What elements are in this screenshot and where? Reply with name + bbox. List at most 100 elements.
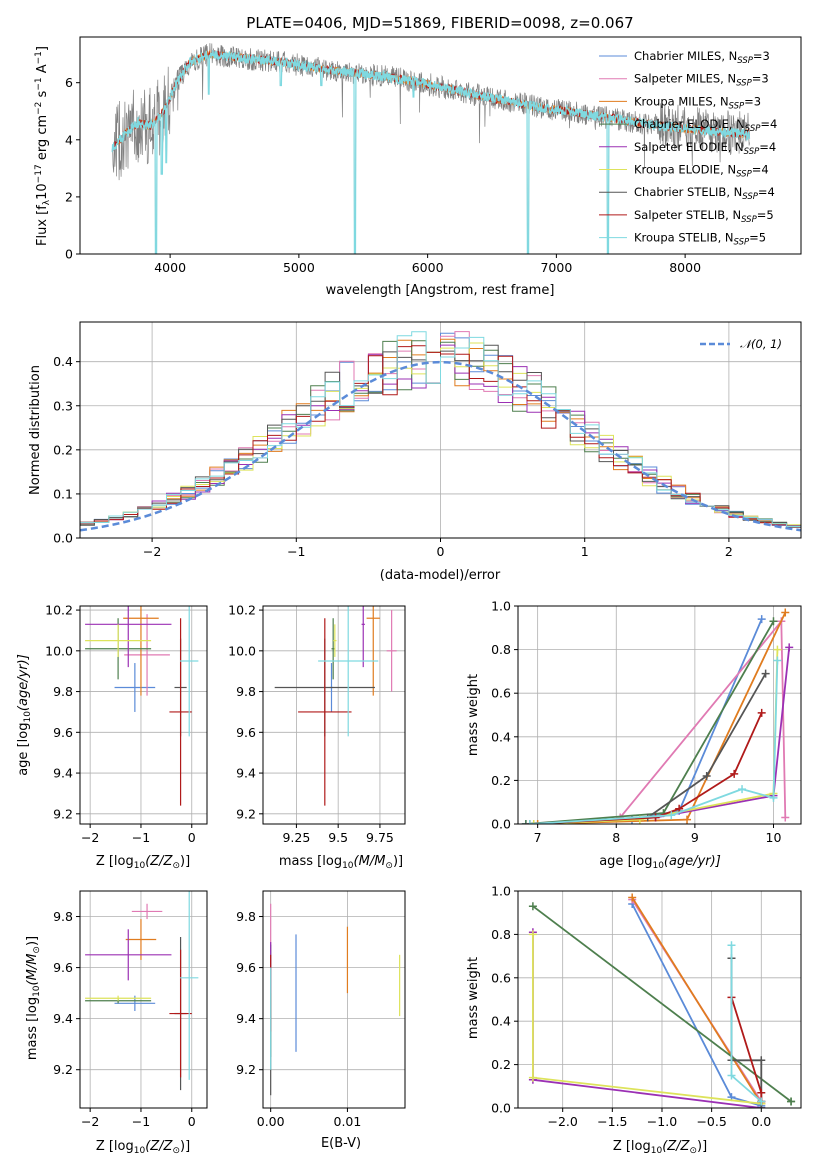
spectrum-frame [79,36,802,255]
points [85,606,199,806]
weight-point-marker [757,615,766,624]
legend-label-sub: SSP [741,215,757,225]
xlabel-sub: 10 [342,861,354,871]
spectrum-panel: PLATE=0406, MJD=51869, FIBERID=0098, z=0… [34,14,802,298]
y-tick-label: 0.2 [491,773,511,788]
x-tick-label: 9 [691,830,699,845]
y-tick-label: 9.8 [236,909,256,924]
residual-panel: −2 −1 0 1 2 0.0 0.1 0.2 0.3 0.4 (data-model)/erro… [28,321,802,583]
xlabel-sub: ⊙ [689,1146,697,1156]
age-vs-mass-panel: 9.25 9.5 9.75 9.2 9.4 9.6 9.8 10.0 10.2 [228,603,406,845]
mass-vs-Z-ylabel: mass [log10(M/M⊙)] [25,936,42,1060]
error-bar-point [85,606,172,668]
model-spectrum-line [111,50,751,254]
legend-label: Kroupa STELIB, NSSP=5 [634,231,766,248]
legend-label-part: Chabrier MILES, N [634,49,737,63]
error-bar-point [180,891,199,1080]
axes-frame [517,605,802,825]
legend-label-sub: SSP [729,101,745,111]
ylabel-sup: −1 [34,77,44,90]
weight-vs-Z-panel: −2.0 −1.5 −1.0 −0.5 0.0 0.0 0.2 0.4 0.6 0.8 1.0 [491,884,802,1129]
legend-label: Chabrier ELODIE, NSSP=4 [634,117,777,134]
y-tick-label: 9.4 [53,766,73,781]
xlabel-part: (M/M [354,854,386,869]
x-tick-label: 0 [437,544,445,559]
xlabel-part: Z [log [96,1139,134,1154]
weight-point-marker [727,941,736,950]
weight-series-line [730,997,763,1102]
weight-point-marker [757,1088,766,1097]
y-tick-label: 9.8 [53,684,73,699]
y-tick-label: 9.8 [236,684,256,699]
legend-label: Salpeter MILES, NSSP=3 [634,72,769,89]
points [270,903,401,1096]
weight-point-marker [730,769,739,778]
xlabel-sub: ⊙ [172,1146,180,1156]
mass-vs-ebv-panel: 0.00 0.01 9.2 9.4 9.6 9.8 [236,890,406,1129]
y-tick-label: 0.3 [53,398,73,413]
spectrum-title: PLATE=0406, MJD=51869, FIBERID=0098, z=0… [246,14,633,32]
ylabel-sup: −2 [34,102,44,115]
weight-series-line [631,897,763,1105]
residual-legend: 𝒩(0, 1) [700,337,782,351]
weight-point-marker [781,813,790,822]
legend-label-sub: SSP [742,192,758,202]
legend-label: Chabrier MILES, NSSP=3 [634,49,770,66]
y-tick-label: 4 [65,132,73,147]
weight-point-marker [529,820,538,824]
x-tick-label: −2 [143,544,161,559]
ylabel-part: age [log [16,723,31,776]
weight-point-marker [628,893,637,902]
spectrum-ylabel: Flux [fλ10−17 erg cm−2 s−1 A−1] [34,46,52,246]
xlabel-sub: 10 [652,861,664,871]
x-tick-label: −2 [81,830,99,845]
y-tick-label: 1.0 [491,884,511,899]
points [274,606,397,806]
weight-point-marker [738,785,747,794]
x-tick-label: −1 [132,1114,150,1129]
error-bar-point [180,606,199,737]
ticks: 9.25 9.5 9.75 9.2 9.4 9.6 9.8 10.0 10.2 [228,603,394,845]
legend-label-part: =4 [758,185,775,199]
weight-point-marker [781,608,790,617]
y-tick-label: 9.8 [53,909,73,924]
legend-label-part: Salpeter MILES, N [634,72,736,86]
normal-curve [80,360,801,532]
ylabel-part: erg cm [35,115,50,164]
weight-series-line [529,712,763,824]
legend-label-sub: SSP [736,170,752,180]
y-tick-label: 0.4 [53,354,73,369]
x-tick-label: −1 [132,830,150,845]
x-tick-label: −1 [287,544,305,559]
age-vs-Z-panel: −2 −1 0 9.2 9.4 9.6 9.8 10.0 10.2 [45,603,208,845]
y-tick-label: 0.4 [491,729,511,744]
x-tick-label: 7000 [540,260,572,275]
xlabel-part: mass [log [279,854,342,869]
error-bar-point [114,663,156,712]
weight-point-marker [757,1097,766,1106]
ylabel-part: )] [25,936,40,946]
ylabel-part: (age/yr)] [16,654,31,711]
xlabel-sub: 10 [651,1146,663,1156]
residual-ylabel: Normed distribution [28,365,43,495]
legend-label-part: =5 [757,208,774,222]
ylabel-sub: 10 [23,711,33,723]
y-tick-label: 0.0 [491,817,511,832]
legend-label: Kroupa ELODIE, NSSP=4 [634,163,769,180]
ylabel-sup: −1 [34,51,44,64]
legend-label-part: Chabrier ELODIE, N [634,117,745,131]
spectrum-plot [111,43,751,254]
y-tick-label: 2 [65,189,73,204]
legend-label: Salpeter STELIB, NSSP=5 [634,208,774,225]
x-tick-label: 8 [612,830,620,845]
x-tick-label: 4000 [154,260,186,275]
x-tick-label: 5000 [283,260,315,275]
ticks: −2 −1 0 9.2 9.4 9.6 9.8 [53,909,196,1129]
weight-point-marker [785,643,794,652]
error-bar-point [125,919,157,960]
residual-plot [80,331,801,532]
y-tick-label: 0.0 [53,531,73,546]
normal-legend-label: 𝒩(0, 1) [740,337,782,351]
